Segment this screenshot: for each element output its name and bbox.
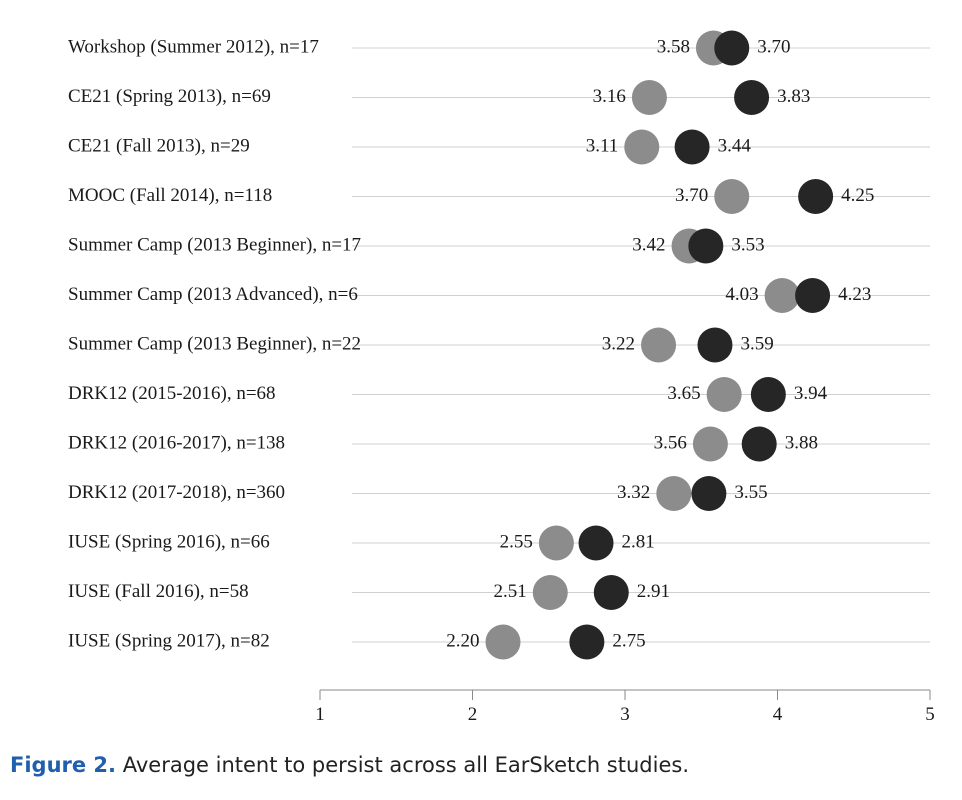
- value-label-dark: 3.44: [718, 135, 752, 156]
- value-label-dark: 3.88: [785, 432, 818, 453]
- row-label: IUSE (Fall 2016), n=58: [68, 581, 249, 602]
- value-label-gray: 2.51: [494, 581, 527, 602]
- value-label-gray: 2.20: [446, 630, 479, 651]
- row-label: IUSE (Spring 2017), n=82: [68, 630, 270, 651]
- dot-gray: [485, 624, 521, 660]
- value-label-dark: 4.25: [841, 185, 874, 206]
- value-label-dark: 2.81: [622, 531, 655, 552]
- value-label-dark: 3.83: [777, 86, 810, 107]
- dot-gray: [538, 525, 574, 561]
- value-label-dark: 3.55: [734, 482, 767, 503]
- value-label-dark: 2.75: [612, 630, 645, 651]
- value-label-gray: 3.58: [657, 36, 690, 57]
- row-label: Summer Camp (2013 Beginner), n=22: [68, 333, 361, 354]
- value-label-dark: 4.23: [838, 284, 871, 305]
- value-label-gray: 3.70: [675, 185, 708, 206]
- value-label-dark: 3.53: [731, 234, 764, 255]
- dot-gray: [714, 179, 750, 214]
- value-label-gray: 3.11: [586, 135, 619, 156]
- dot-gray: [692, 426, 728, 462]
- value-label-gray: 3.32: [617, 482, 650, 503]
- dot-dark: [593, 575, 629, 610]
- dot-dark: [798, 179, 834, 214]
- row-label: Summer Camp (2013 Advanced), n=6: [68, 284, 358, 305]
- figure-number: Figure 2.: [10, 753, 117, 777]
- x-tick-label: 2: [468, 704, 478, 725]
- row-label: IUSE (Spring 2016), n=66: [68, 531, 270, 552]
- value-label-dark: 3.94: [794, 383, 828, 404]
- dot-dark: [674, 129, 710, 165]
- row-label: DRK12 (2015-2016), n=68: [68, 383, 276, 404]
- x-tick-label: 5: [925, 704, 935, 725]
- value-label-gray: 3.22: [602, 333, 635, 354]
- value-label-gray: 3.16: [593, 86, 626, 107]
- dot-dark: [741, 426, 777, 462]
- dot-dark: [734, 80, 770, 115]
- dot-gray: [764, 278, 800, 313]
- row-label: MOOC (Fall 2014), n=118: [68, 185, 272, 206]
- value-label-gray: 2.55: [500, 531, 533, 552]
- value-label-gray: 3.42: [632, 234, 665, 255]
- row-label: CE21 (Spring 2013), n=69: [68, 86, 271, 107]
- dot-gray: [631, 80, 667, 115]
- dot-dark: [795, 278, 831, 313]
- dot-dark: [688, 228, 724, 264]
- row-label: Workshop (Summer 2012), n=17: [68, 36, 319, 57]
- caption-text: Average intent to persist across all Ear…: [116, 753, 689, 777]
- value-label-dark: 2.91: [637, 581, 670, 602]
- dot-dark: [697, 327, 733, 363]
- dot-gray: [706, 377, 742, 412]
- dot-gray: [641, 327, 677, 363]
- row-label: Summer Camp (2013 Beginner), n=17: [68, 234, 361, 255]
- dot-dark: [691, 476, 727, 511]
- dot-gray: [624, 129, 660, 165]
- row-label: DRK12 (2016-2017), n=138: [68, 432, 285, 453]
- x-tick-label: 4: [773, 704, 783, 725]
- x-tick-label: 1: [315, 704, 325, 725]
- row-label: DRK12 (2017-2018), n=360: [68, 482, 285, 503]
- dot-gray: [532, 575, 568, 610]
- dot-dark: [714, 30, 750, 66]
- value-label-gray: 4.03: [725, 284, 758, 305]
- x-tick-label: 3: [620, 704, 630, 725]
- value-label-dark: 3.70: [757, 36, 790, 57]
- figure-caption: Figure 2. Average intent to persist acro…: [10, 753, 689, 777]
- value-label-gray: 3.65: [667, 383, 700, 404]
- dot-dark: [750, 377, 786, 412]
- value-label-gray: 3.56: [654, 432, 687, 453]
- dot-dark: [578, 525, 614, 561]
- dot-dark: [569, 624, 605, 660]
- dot-plot-chart: Workshop (Summer 2012), n=17 3.58 3.70 CE21…: [68, 30, 935, 725]
- value-label-dark: 3.59: [740, 333, 773, 354]
- dot-gray: [656, 476, 692, 511]
- row-label: CE21 (Fall 2013), n=29: [68, 135, 250, 156]
